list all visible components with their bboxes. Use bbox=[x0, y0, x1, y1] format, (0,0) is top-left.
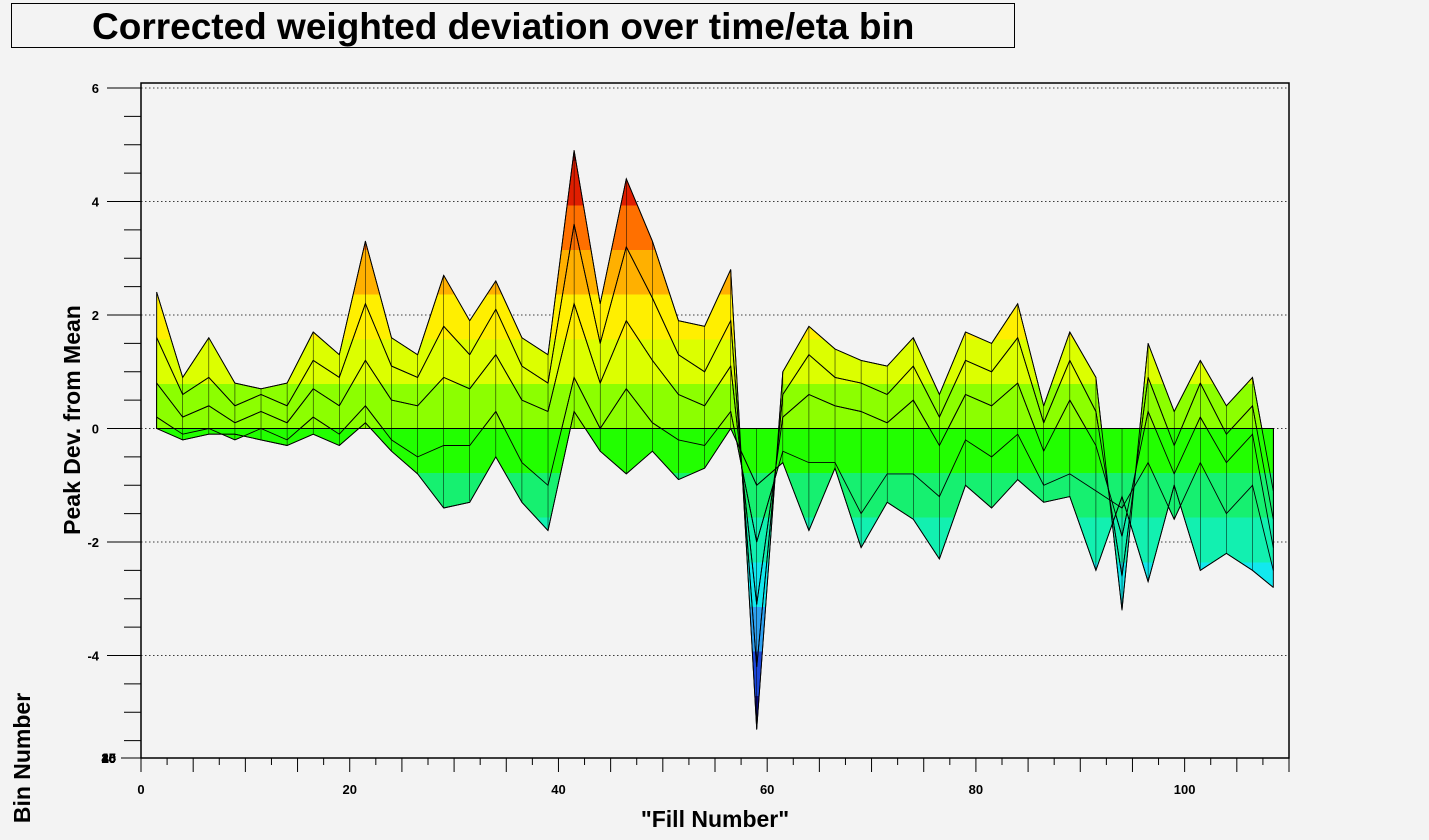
x-tick-label: 80 bbox=[969, 782, 983, 797]
z-tick-label: 10 bbox=[102, 751, 116, 766]
chart-title: Corrected weighted deviation over time/e… bbox=[92, 6, 915, 47]
z-tick-label: 40 bbox=[102, 751, 116, 766]
z-tick-label: 30 bbox=[102, 751, 116, 766]
x-tick-label: 100 bbox=[1174, 782, 1196, 797]
x-tick-label: 60 bbox=[760, 782, 774, 797]
y-tick-label: 4 bbox=[92, 195, 100, 210]
series-5-line bbox=[156, 410, 1274, 588]
y-tick-label: 6 bbox=[92, 81, 99, 96]
z-tick-label: 45 bbox=[102, 751, 116, 766]
series-2-line bbox=[156, 224, 1274, 667]
x-axis-label: "Fill Number" bbox=[641, 806, 789, 832]
z-tick-label: 0 bbox=[109, 751, 116, 766]
y-axis-label: Peak Dev. from Mean bbox=[59, 305, 85, 535]
y-tick-label: 2 bbox=[92, 308, 99, 323]
z-tick-label: 15 bbox=[102, 751, 116, 766]
x-tick-label: 0 bbox=[137, 782, 144, 797]
surface-mesh bbox=[156, 150, 1274, 730]
chart-title-box: Corrected weighted deviation over time/e… bbox=[11, 3, 1015, 48]
z-tick-label: 5 bbox=[109, 751, 116, 766]
x-tick-label: 20 bbox=[342, 782, 356, 797]
series-1-line bbox=[156, 150, 1274, 730]
z-tick-label: 25 bbox=[102, 751, 116, 766]
y-tick-label: 0 bbox=[92, 422, 99, 437]
z-tick-label: 20 bbox=[102, 751, 116, 766]
z-tick-label: 35 bbox=[102, 751, 116, 766]
series-3-line bbox=[156, 302, 1274, 605]
y-tick-label: -2 bbox=[87, 535, 99, 550]
y-tick-label: -4 bbox=[87, 649, 99, 664]
z-axis-label: Bin Number bbox=[9, 693, 35, 823]
x-tick-label: 40 bbox=[551, 782, 565, 797]
